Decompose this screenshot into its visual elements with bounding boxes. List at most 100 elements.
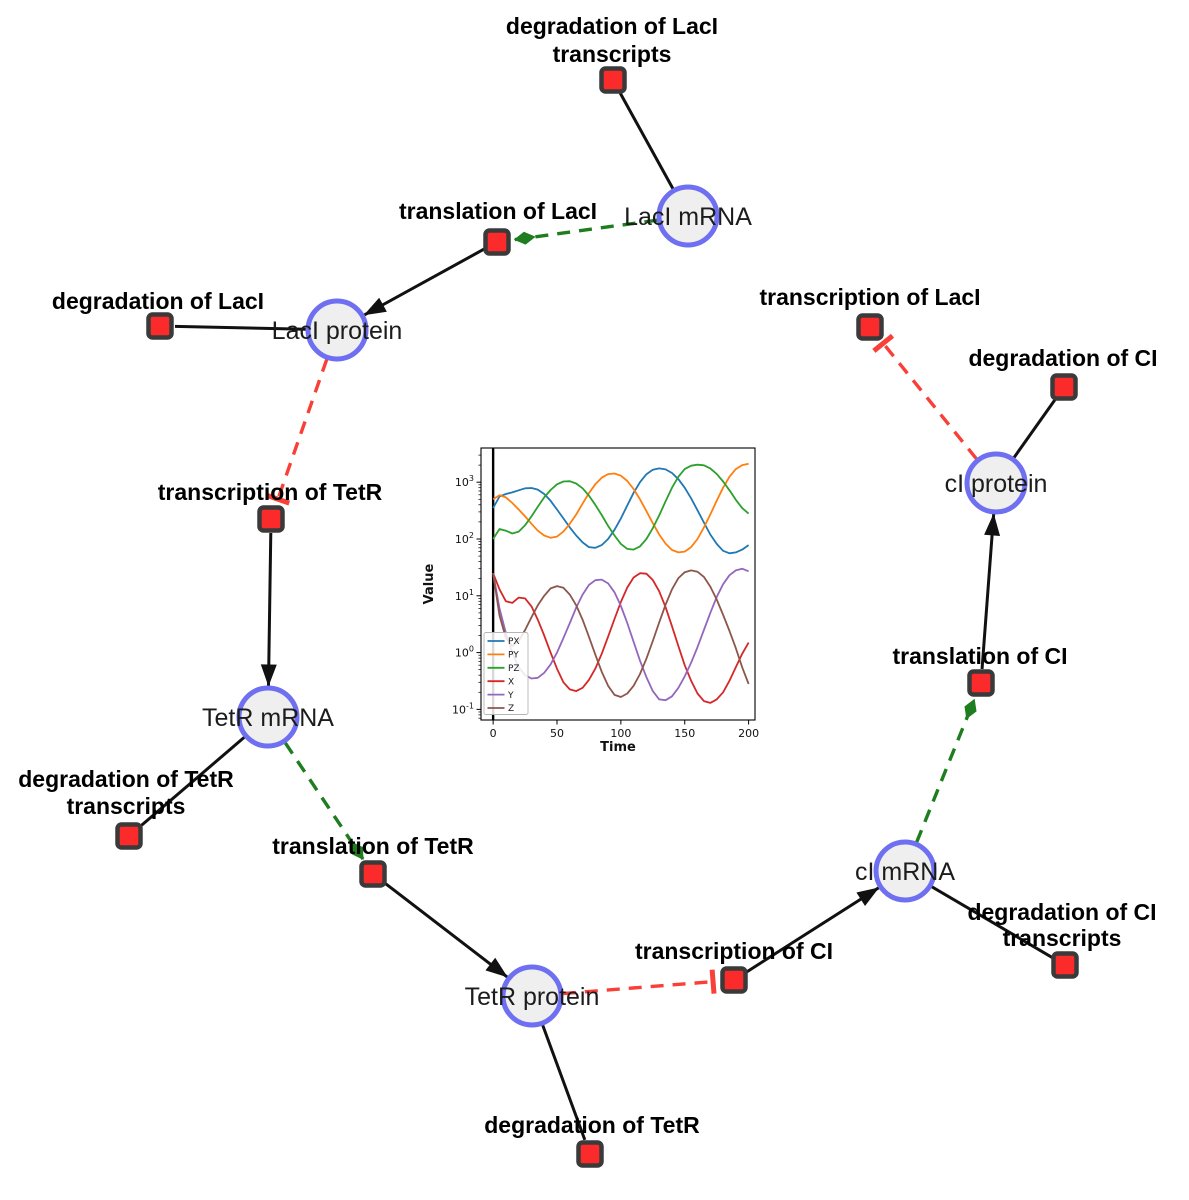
reaction-node-deg_ci_tx: [1051, 951, 1079, 979]
edge-substrate-tetr_protein-deg_tetr: [541, 1024, 587, 1141]
species-node-tetr_protein: [500, 964, 564, 1028]
x-tick-label: 200: [738, 727, 759, 740]
y-tick-exponent: 0: [469, 645, 474, 654]
reaction-node-tx_laci: [856, 313, 884, 341]
species-node-ci_protein: [964, 451, 1028, 515]
species-node-laci_mrna: [656, 184, 720, 248]
reaction-node-transl_ci: [967, 669, 995, 697]
y-tick-label: 100: [455, 645, 474, 660]
reaction-node-deg_laci_tx: [599, 66, 627, 94]
edge-substrate-laci_mrna-deg_laci_tx: [618, 92, 675, 190]
legend-label-X: X: [508, 677, 514, 687]
reaction-node-deg_ci: [1050, 373, 1078, 401]
y-tick-base: 10: [455, 533, 469, 546]
species-node-ci_mrna: [873, 839, 937, 903]
legend-label-Z: Z: [508, 704, 514, 714]
edge-product-transl_laci-laci_protein: [363, 247, 486, 317]
species-node-laci_protein: [305, 298, 369, 362]
edge-product-tx_tetr-tetr_mrna: [260, 532, 277, 687]
x-axis-label: Time: [600, 740, 636, 755]
edge-inhibition-laci_protein-tx_tetr: [265, 358, 329, 506]
y-tick-base: 10: [455, 647, 469, 660]
legend-entry-PY: PY: [487, 651, 519, 661]
y-tick-exponent: 1: [469, 588, 474, 597]
x-tick-label: 50: [550, 727, 564, 740]
y-tick-label: 101: [455, 588, 474, 603]
series-PZ: [492, 463, 750, 551]
reaction-label-line: translation of LacI: [399, 198, 597, 224]
reaction-label-transl_tetr: translation of TetR: [272, 833, 474, 859]
reaction-label-deg_tetr_tx: degradation of TetR transcripts: [18, 766, 234, 819]
legend-entry-Y: Y: [487, 691, 514, 701]
legend-entry-X: X: [487, 677, 514, 687]
reaction-node-deg_laci: [146, 312, 174, 340]
edge-substrate-ci_protein-deg_ci: [1012, 398, 1057, 459]
y-tick-label: 102: [455, 531, 474, 546]
legend-entry-PZ: PZ: [487, 664, 520, 674]
reaction-label-deg_laci_tx: degradation of LacI transcripts: [506, 13, 718, 67]
edge-product-transl_ci-ci_protein: [980, 513, 1001, 670]
edge-substrate-laci_protein-deg_laci: [174, 324, 307, 331]
reaction-label-line: translation of CI: [892, 643, 1067, 669]
reaction-label-line: degradation of LacI: [52, 288, 264, 314]
legend-label-PY: PY: [508, 651, 519, 661]
y-tick-exponent: 3: [469, 474, 474, 483]
reaction-label-tx_laci: transcription of LacI: [759, 284, 980, 310]
reaction-label-line: transcripts: [553, 41, 672, 67]
legend-entry-Z: Z: [487, 704, 514, 714]
species-label-ci_mrna: cI mRNA: [855, 858, 955, 886]
reaction-label-line: transcription of TetR: [158, 479, 383, 505]
x-tick-label: 100: [610, 727, 631, 740]
reaction-label-line: degradation of LacI: [506, 13, 718, 39]
y-tick-label: 10-1: [452, 701, 474, 716]
reaction-node-deg_tetr: [576, 1140, 604, 1168]
series-Y: [492, 567, 749, 702]
reaction-node-tx_tetr: [257, 505, 285, 533]
y-tick-exponent: -1: [466, 701, 474, 710]
species-node-tetr_mrna: [236, 685, 300, 749]
species-label-tetr_protein: TetR protein: [465, 983, 600, 1011]
edge-product-transl_tetr-tetr_protein: [383, 881, 509, 979]
reaction-label-line: translation of TetR: [272, 833, 474, 859]
reaction-label-tx_ci: transcription of CI: [635, 938, 833, 964]
edge-substrate-ci_mrna-deg_ci_tx: [930, 885, 1053, 959]
reaction-label-line: degradation of TetR: [18, 766, 234, 792]
reaction-node-transl_laci: [483, 228, 511, 256]
series-PX: [492, 467, 750, 555]
edge-product-tx_ci-ci_mrna: [744, 886, 880, 974]
edge-modifier-laci_mrna-transl_laci: [513, 218, 658, 245]
reaction-node-deg_tetr_tx: [115, 822, 143, 850]
reaction-label-line: transcription of CI: [635, 938, 833, 964]
x-tick-label: 0: [490, 727, 497, 740]
y-tick-base: 10: [452, 703, 466, 716]
reaction-node-tx_ci: [720, 966, 748, 994]
inset-chart: 0 50 100 150 20010-1100101102103TimeValuePXP…: [422, 447, 759, 755]
reaction-label-deg_ci: degradation of CI: [968, 345, 1157, 371]
reaction-node-transl_tetr: [359, 860, 387, 888]
edges-layer: [139, 92, 1057, 1141]
y-axis-label: Value: [422, 563, 437, 604]
edge-inhibition-ci_protein-tx_laci: [872, 333, 978, 460]
reaction-label-deg_ci_tx: degradation of CI transcripts: [967, 899, 1156, 951]
x-tick-label: 150: [674, 727, 695, 740]
reaction-label-line: transcripts: [67, 793, 186, 819]
nodes-layer: [115, 66, 1079, 1168]
series-X: [492, 572, 750, 704]
legend-box: [483, 632, 529, 715]
reaction-label-tx_tetr: transcription of TetR: [158, 479, 383, 505]
series-PY: [492, 462, 749, 554]
legend-entry-PX: PX: [487, 637, 520, 647]
series-Z: [492, 569, 750, 698]
reaction-label-line: degradation of CI: [968, 345, 1157, 371]
reaction-label-deg_laci: degradation of LacI: [52, 288, 264, 314]
reaction-label-line: degradation of CI: [967, 899, 1156, 925]
reaction-label-transl_laci: translation of LacI: [399, 198, 597, 224]
edge-modifier-tetr_mrna-transl_tetr: [283, 741, 365, 860]
legend-label-Y: Y: [507, 691, 514, 701]
y-tick-label: 103: [455, 474, 474, 489]
y-tick-exponent: 2: [469, 531, 474, 540]
edge-substrate-tetr_mrna-deg_tetr_tx: [139, 736, 246, 828]
y-tick-base: 10: [455, 590, 469, 603]
